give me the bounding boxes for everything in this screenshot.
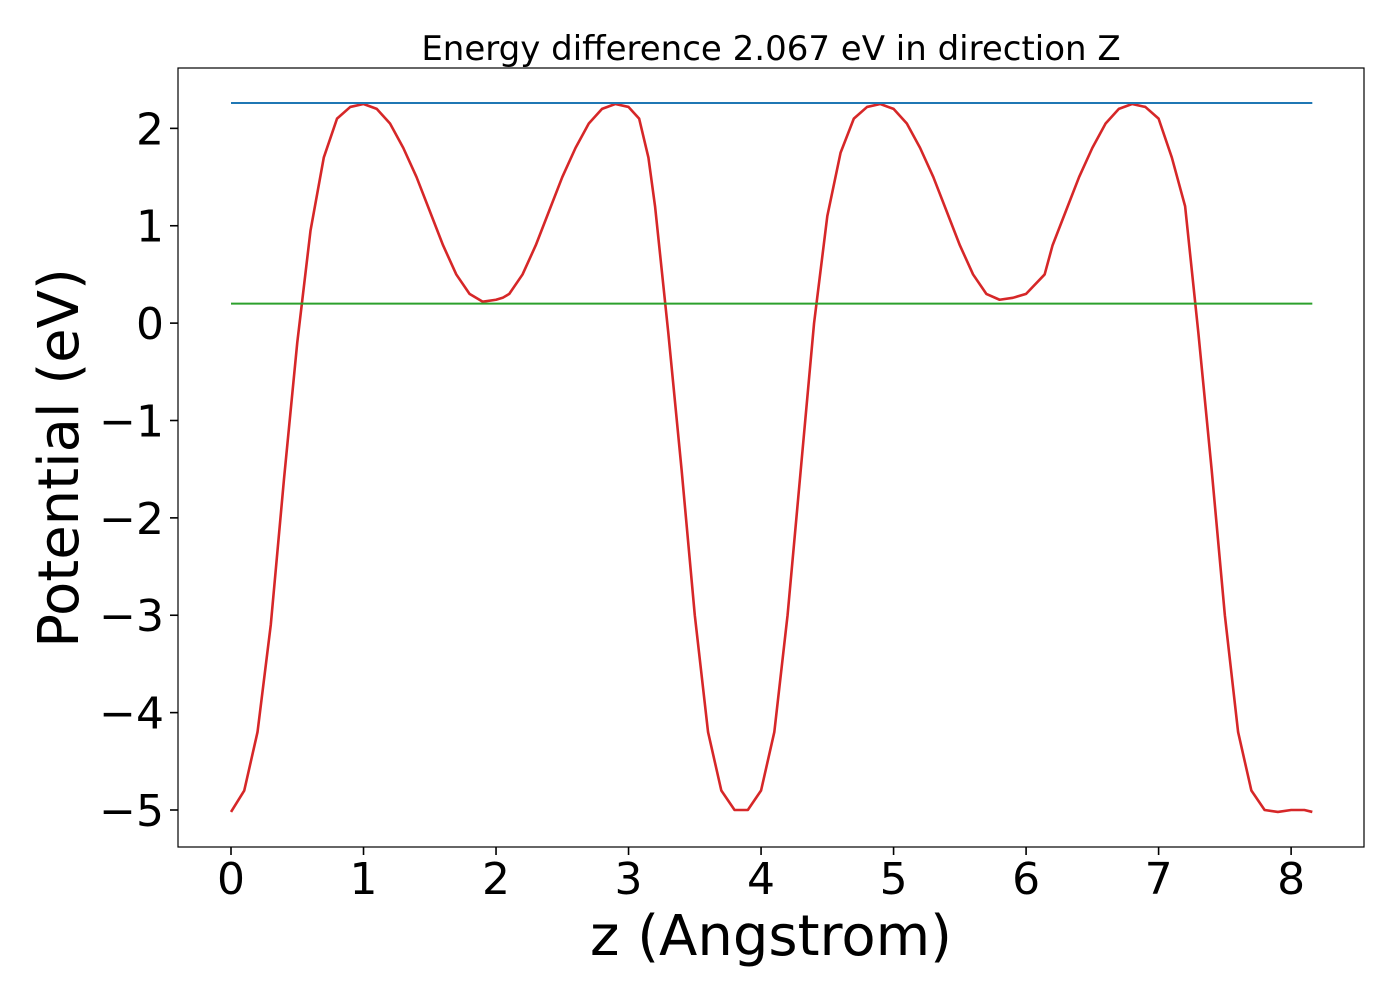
x-tick-label: 5 [880,854,908,905]
x-tick-label: 0 [217,854,245,905]
x-tick-label: 6 [1012,854,1040,905]
y-axis-ticks: −5 −4 −3 −2 −1 0 1 2 [99,104,178,837]
y-tick-label: −2 [99,494,164,545]
y-tick-label: 0 [136,299,164,350]
plot-frame [177,67,1365,848]
x-tick-label: 8 [1277,854,1305,905]
x-tick-label: 7 [1145,854,1173,905]
x-tick-label: 3 [615,854,643,905]
x-axis-ticks: 0 1 2 3 4 5 6 7 8 [217,847,1305,905]
x-tick-label: 4 [747,854,775,905]
x-tick-label: 2 [482,854,510,905]
y-tick-label: 2 [136,104,164,155]
x-tick-label: 1 [350,854,378,905]
y-tick-label: −1 [99,396,164,447]
y-tick-label: 1 [136,202,164,253]
y-tick-label: −3 [99,591,164,642]
chart-title: Energy difference 2.067 eV in direction … [421,29,1120,69]
y-tick-label: −5 [99,786,164,837]
y-axis-label: Potential (eV) [27,268,92,648]
x-axis-label: z (Angstrom) [590,904,952,969]
plot-lines [229,102,1313,814]
y-tick-label: −4 [99,689,164,740]
